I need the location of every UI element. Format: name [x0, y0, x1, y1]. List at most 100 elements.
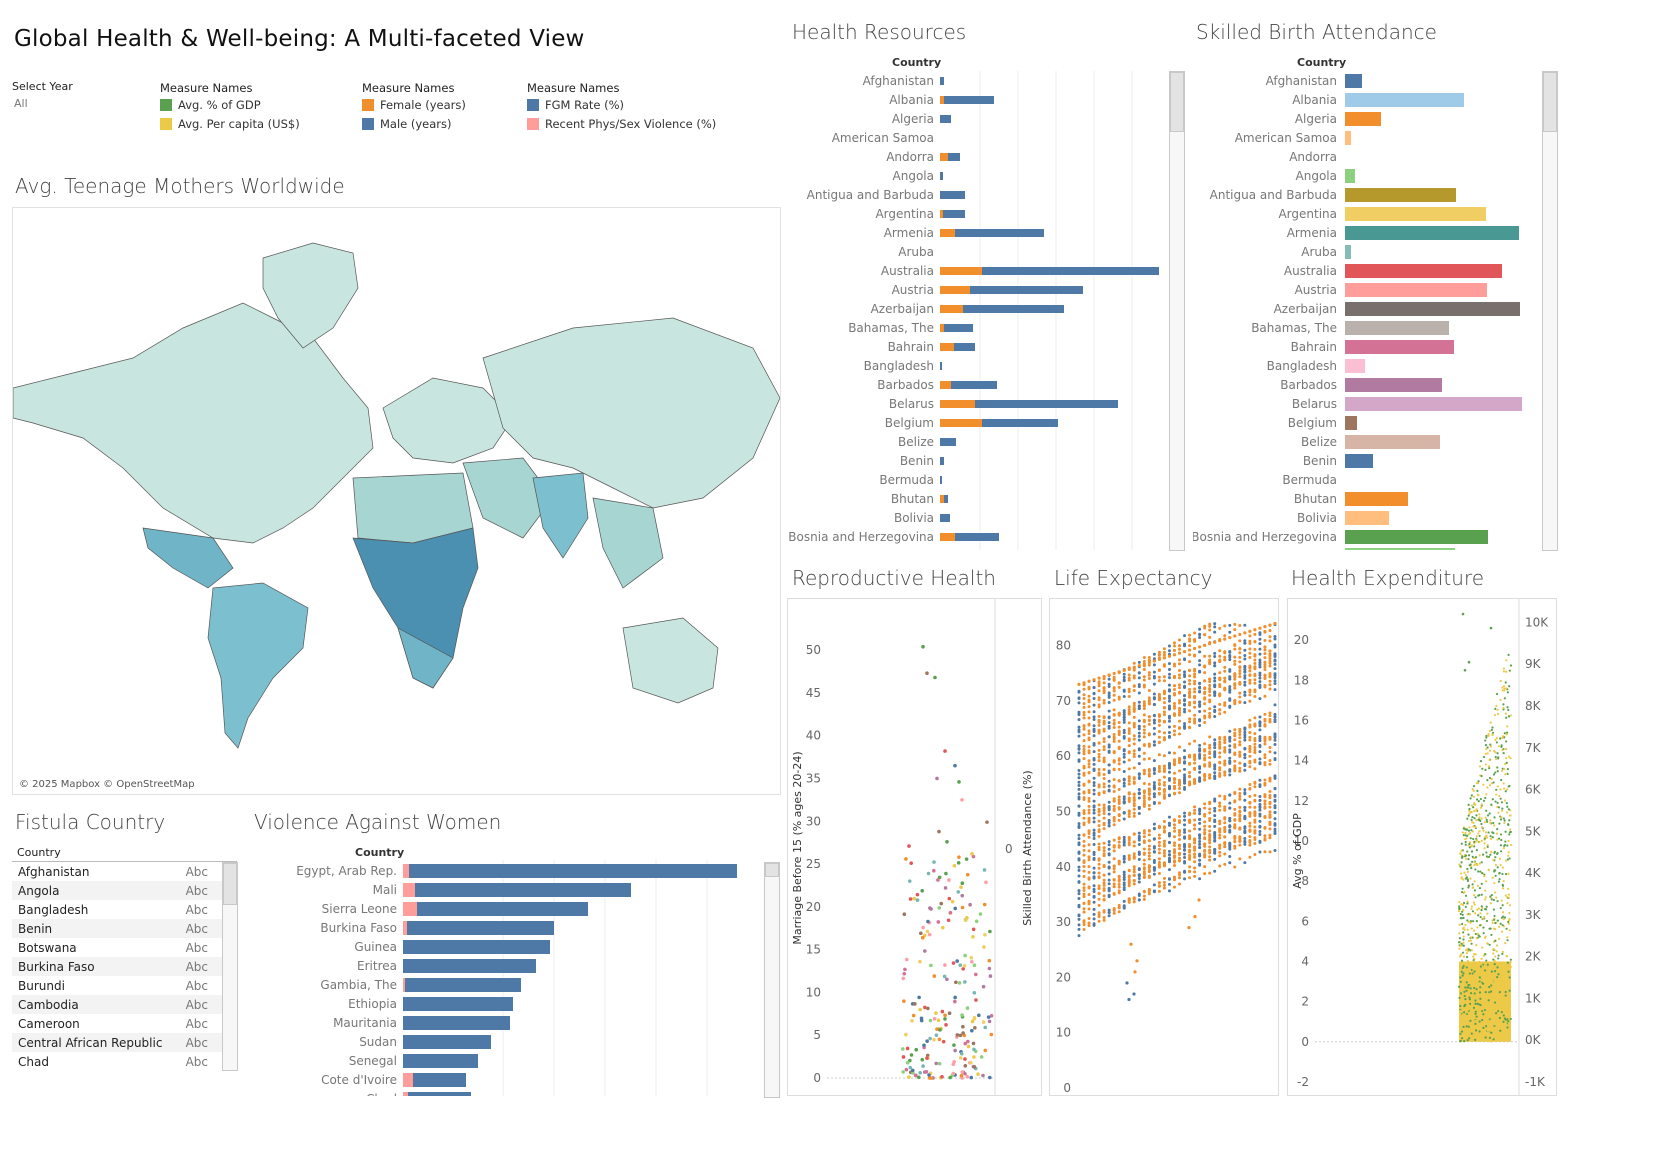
scrollbar-thumb[interactable] [765, 863, 779, 877]
legend-item[interactable]: Avg. Per capita (US$) [160, 114, 300, 133]
scatter-point [1466, 955, 1469, 959]
scatter-point [1258, 757, 1262, 761]
scatter-point [1112, 693, 1116, 697]
scatter-point [1238, 839, 1242, 843]
scatter-point [903, 967, 907, 972]
table-row[interactable]: Chad Abc [12, 1052, 226, 1071]
scatter-point [970, 1028, 974, 1033]
scatter-point [1273, 787, 1277, 791]
scatter-point [1460, 872, 1463, 875]
scatter-point [1147, 876, 1151, 880]
scatter-point [1213, 693, 1217, 697]
scatter-point [981, 1073, 985, 1078]
table-row[interactable]: Afghanistan Abc [12, 862, 226, 881]
scatter-point [1087, 804, 1091, 808]
scatter-point [1132, 780, 1136, 784]
scatter-point [1248, 750, 1252, 754]
scatter-point [1213, 847, 1217, 851]
scatter-point [1203, 742, 1207, 746]
scatter-point [1263, 673, 1267, 677]
scatter-point [1273, 676, 1277, 680]
legend-item[interactable]: Female (years) [362, 95, 466, 114]
health-resources-scrollbar[interactable] [1169, 71, 1185, 551]
scrollbar-thumb[interactable] [1170, 72, 1184, 132]
year-filter-value[interactable]: All [14, 97, 28, 110]
scatter-point [1465, 966, 1468, 969]
scatter-point [1193, 808, 1197, 812]
scatter-point [1137, 731, 1141, 735]
scatter-point [1102, 846, 1106, 850]
scatter-point [1459, 1025, 1462, 1028]
scatter-point [1152, 670, 1156, 674]
scatter-point [1097, 810, 1101, 814]
scatter-point [1273, 659, 1277, 663]
scatter-point [1122, 735, 1126, 739]
bar-value [1345, 530, 1488, 544]
scatter-point [1469, 1009, 1472, 1012]
scatter-point [1233, 764, 1237, 768]
scatter-point [1147, 732, 1151, 736]
scatter-point [1157, 679, 1161, 683]
scatter-point [1480, 957, 1483, 960]
scatter-point [1506, 805, 1509, 808]
table-row[interactable]: Angola Abc [12, 881, 226, 900]
scatter-point [1218, 774, 1222, 778]
legend-item[interactable]: FGM Rate (%) [527, 95, 716, 114]
scatter-point [1218, 755, 1222, 759]
table-row[interactable]: Cameroon Abc [12, 1014, 226, 1033]
scatter-point [1472, 1032, 1475, 1035]
expenditure-chart[interactable]: -202468101214161820-1K0K1K2K3K4K5K6K7K8K… [1287, 598, 1557, 1096]
legend-item[interactable]: Male (years) [362, 114, 466, 133]
scatter-point [1248, 744, 1252, 748]
scatter-point [1238, 729, 1242, 733]
table-row[interactable]: Benin Abc [12, 919, 226, 938]
scatter-point [1273, 810, 1277, 814]
fistula-scrollbar[interactable] [222, 862, 238, 1071]
scatter-point [1183, 694, 1187, 698]
scatter-point [1198, 685, 1202, 689]
scatter-point [1458, 863, 1461, 866]
table-row[interactable]: Cambodia Abc [12, 995, 226, 1014]
scatter-point [1087, 811, 1091, 815]
scatter-point [1489, 745, 1492, 748]
scrollbar-thumb[interactable] [223, 863, 237, 905]
scatter-point [1228, 793, 1232, 797]
table-row[interactable]: Burkina Faso Abc [12, 957, 226, 976]
scrollbar-thumb[interactable] [1543, 72, 1557, 132]
skilled-birth-scrollbar[interactable] [1542, 71, 1558, 551]
scatter-point [1208, 816, 1212, 820]
scatter-point [1480, 826, 1484, 829]
scatter-point [1268, 833, 1272, 837]
scatter-point [1508, 857, 1511, 860]
table-row[interactable]: Botswana Abc [12, 938, 226, 957]
scatter-point [1193, 874, 1197, 878]
legend-item[interactable]: Avg. % of GDP [160, 95, 300, 114]
scatter-point [1507, 808, 1510, 811]
scatter-point [1248, 664, 1252, 668]
legend-item[interactable]: Recent Phys/Sex Violence (%) [527, 114, 716, 133]
violence-scrollbar[interactable] [764, 862, 780, 1098]
table-row[interactable]: Bangladesh Abc [12, 900, 226, 919]
scatter-point [1473, 889, 1477, 892]
scatter-point [1157, 741, 1161, 745]
table-row[interactable]: Central African Republic Abc [12, 1033, 226, 1052]
table-row[interactable]: Burundi Abc [12, 976, 226, 995]
scatter-point [1238, 681, 1242, 685]
scatter-point [1490, 850, 1493, 853]
scatter-point [1082, 749, 1086, 753]
scatter-point [1167, 833, 1171, 837]
world-map[interactable]: © 2025 Mapbox © OpenStreetMap [12, 207, 781, 795]
scatter-point [1137, 727, 1141, 731]
y-tick-label: 16 [1294, 713, 1309, 727]
year-filter[interactable]: Select Year All [12, 80, 73, 110]
scatter-point [1488, 729, 1491, 733]
scatter-point [1503, 689, 1506, 692]
scatter-point [1504, 859, 1508, 862]
scatter-point [1117, 697, 1121, 701]
scatter-point [1268, 850, 1272, 854]
